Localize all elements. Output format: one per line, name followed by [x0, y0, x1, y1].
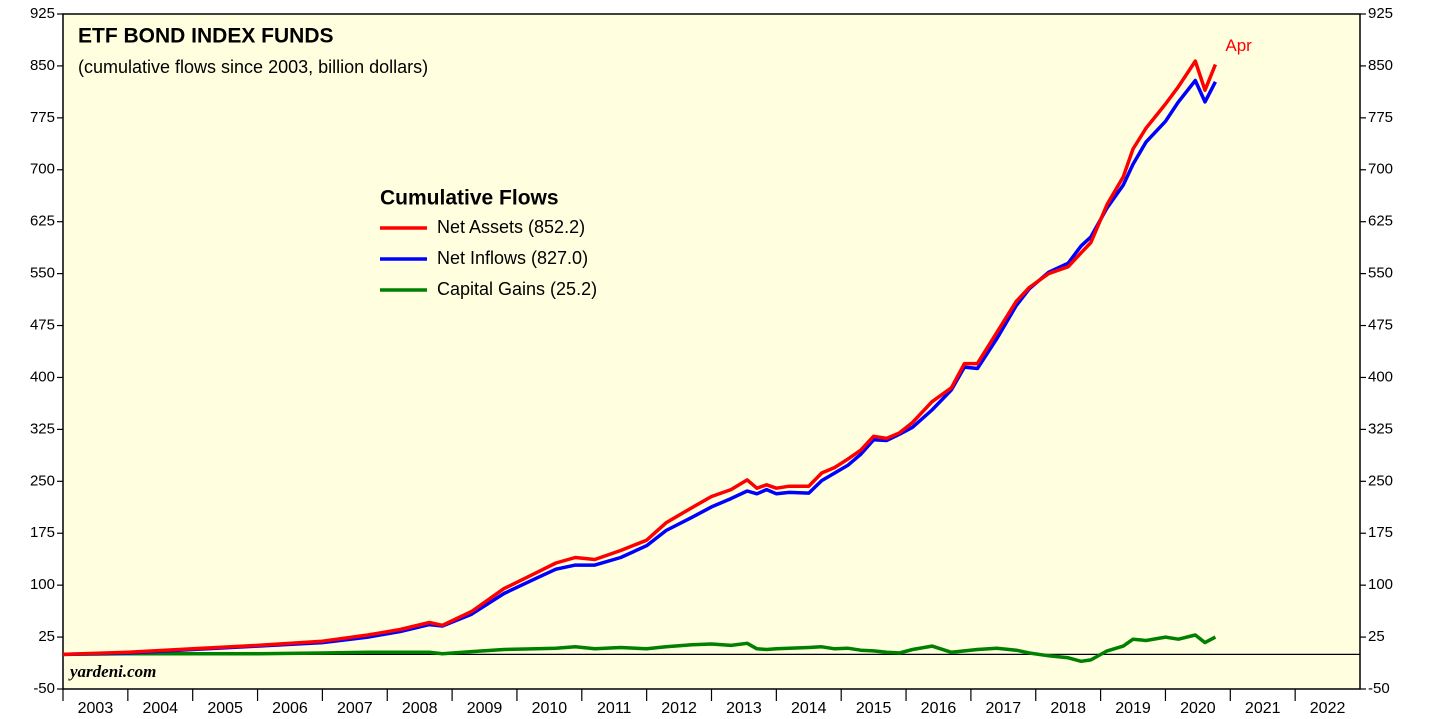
- x-tick-label: 2004: [142, 700, 178, 717]
- series-line: [62, 59, 1218, 657]
- chart-title: ETF BOND INDEX FUNDS: [78, 25, 334, 48]
- x-tick-label: 2017: [986, 700, 1022, 717]
- y2-tick-label: 925: [1368, 5, 1393, 22]
- y-tick-label: 400: [30, 368, 55, 385]
- y2-tick-label: 700: [1368, 161, 1393, 178]
- x-tick-label: 2006: [272, 700, 308, 717]
- y-tick-label: -50: [33, 680, 55, 697]
- series-line: [62, 78, 1217, 657]
- x-tick-label: 2009: [467, 700, 503, 717]
- x-tick-label: 2015: [856, 700, 892, 717]
- y2-tick-label: 850: [1368, 57, 1393, 74]
- x-tick-label: 2019: [1115, 700, 1151, 717]
- y-tick-label: 700: [30, 161, 55, 178]
- y2-tick-label: 475: [1368, 317, 1393, 334]
- y-tick-label: 175: [30, 524, 55, 541]
- legend-label: Net Assets (852.2): [437, 217, 585, 237]
- y2-tick-label: 325: [1368, 420, 1393, 437]
- x-tick-label: 2018: [1050, 700, 1086, 717]
- y2-tick-label: 250: [1368, 472, 1393, 489]
- y-tick-label: 325: [30, 420, 55, 437]
- y2-tick-label: 625: [1368, 213, 1393, 230]
- source: yardeni.com: [68, 662, 156, 681]
- y2-tick-label: 100: [1368, 576, 1393, 593]
- y2-tick-label: 175: [1368, 524, 1393, 541]
- y-tick-label: 775: [30, 109, 55, 126]
- x-tick-label: 2008: [402, 700, 438, 717]
- x-tick-label: 2016: [921, 700, 957, 717]
- x-tick-label: 2010: [532, 700, 568, 717]
- annotation: Apr: [1225, 36, 1252, 55]
- y2-tick-label: 775: [1368, 109, 1393, 126]
- y-tick-label: 850: [30, 57, 55, 74]
- x-tick-label: 2021: [1245, 700, 1281, 717]
- legend-label: Capital Gains (25.2): [437, 279, 597, 299]
- legend-label: Net Inflows (827.0): [437, 248, 588, 268]
- y-tick-label: 250: [30, 472, 55, 489]
- series-line: [62, 633, 1217, 664]
- x-tick-label: 2013: [726, 700, 762, 717]
- plot-area: [62, 13, 1361, 690]
- y2-tick-label: 400: [1368, 368, 1393, 385]
- chart-subtitle: (cumulative flows since 2003, billion do…: [78, 57, 428, 77]
- y-tick-label: 25: [38, 628, 55, 645]
- x-tick-label: 2012: [661, 700, 697, 717]
- x-tick-label: 2003: [78, 700, 114, 717]
- x-tick-label: 2020: [1180, 700, 1216, 717]
- y-tick-label: 925: [30, 5, 55, 22]
- y-tick-label: 625: [30, 213, 55, 230]
- x-tick-label: 2022: [1310, 700, 1346, 717]
- y-tick-label: 475: [30, 317, 55, 334]
- y-tick-label: 100: [30, 576, 55, 593]
- y-tick-label: 550: [30, 265, 55, 282]
- x-tick-label: 2005: [207, 700, 243, 717]
- y2-tick-label: 550: [1368, 265, 1393, 282]
- legend-title: Cumulative Flows: [380, 187, 559, 210]
- y2-tick-label: -50: [1368, 680, 1390, 697]
- x-tick-label: 2011: [597, 700, 632, 717]
- y2-tick-label: 25: [1368, 628, 1385, 645]
- x-tick-label: 2007: [337, 700, 373, 717]
- x-tick-label: 2014: [791, 700, 827, 717]
